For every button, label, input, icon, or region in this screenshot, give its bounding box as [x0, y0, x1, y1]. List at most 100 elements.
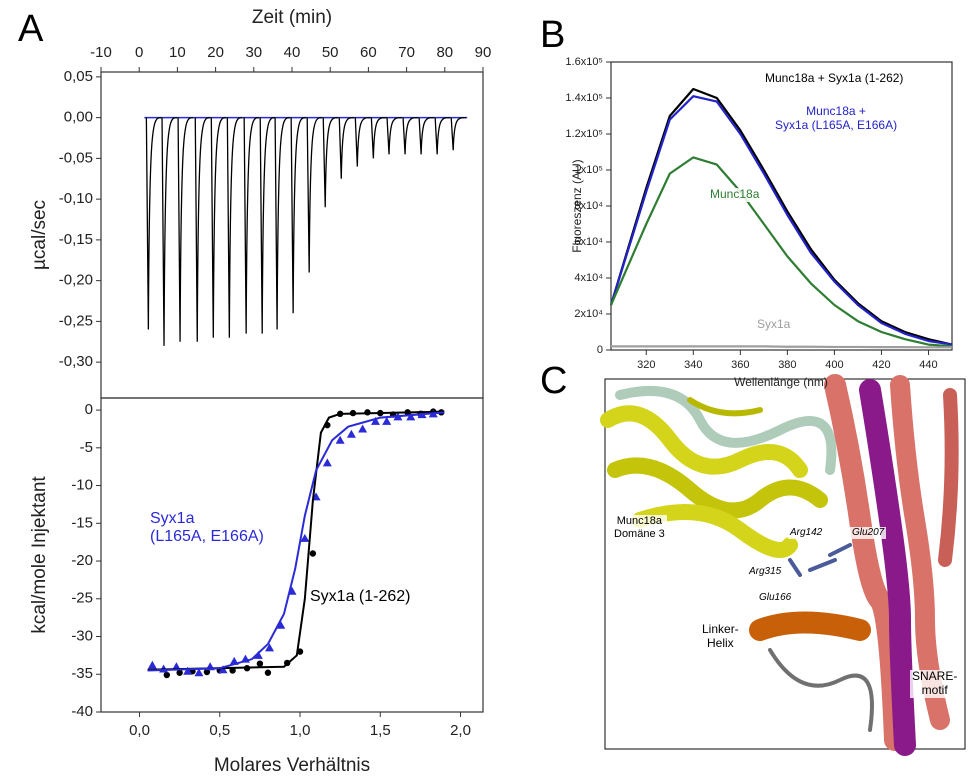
data-point [300, 533, 310, 542]
data-point [147, 660, 157, 669]
data-point [276, 620, 286, 629]
data-point [218, 665, 228, 674]
x-tick-label: 50 [322, 44, 339, 61]
series-label: Munc18a + Syx1a (L165A, E166A) [775, 104, 898, 133]
fit-line [147, 410, 445, 671]
y-axis-title: Fluoreszenz (AU) [570, 159, 584, 252]
y-tick-label: 1.2x10⁵ [565, 128, 603, 140]
spectrum-line [609, 156, 953, 348]
data-point [194, 668, 204, 677]
y-tick-label: -15 [71, 514, 93, 531]
structure-label: Arg315 [747, 566, 784, 578]
y-tick-label: 0,05 [64, 68, 93, 85]
data-point [253, 650, 263, 659]
plot-frame [100, 397, 484, 713]
data-point [382, 416, 392, 425]
data-point [256, 660, 264, 667]
y-tick-label: -35 [71, 665, 93, 682]
injection-peak [306, 116, 323, 273]
series-label: Munc18a [710, 187, 760, 202]
spectrum-line [609, 95, 953, 346]
y-tick-label: -0,20 [59, 272, 93, 289]
y-tick-label: -0,30 [59, 353, 93, 370]
y-tick-label: 4x10⁴ [574, 272, 603, 284]
y-tick-label: -0,10 [59, 190, 93, 207]
x-tick-label: 320 [637, 359, 655, 371]
series-label: Syx1a (L165A, E166A) [150, 510, 264, 546]
injection-peak [418, 116, 435, 155]
x-tick-label: 1,0 [290, 722, 311, 739]
y-axis-title: kcal/mole Injektant [29, 476, 50, 634]
injection-peak [434, 116, 451, 155]
x-tick-label: 340 [684, 359, 702, 371]
injection-peak [386, 116, 403, 155]
y-tick-label: 2x10⁴ [574, 308, 603, 320]
x-tick-label: 90 [475, 44, 492, 61]
y-tick-label: 1.4x10⁵ [565, 92, 603, 104]
structure-label: Arg142 [788, 527, 825, 539]
structure-label: Munc18a Domäne 3 [612, 515, 667, 541]
data-point [229, 667, 236, 674]
x-tick-label: 400 [825, 359, 843, 371]
y-tick-label: -10 [71, 477, 93, 494]
x-tick-label: 0,0 [129, 722, 150, 739]
spectrum-line [611, 345, 952, 349]
y-tick-label: -40 [71, 703, 93, 720]
y-tick-label: -0,15 [59, 231, 93, 248]
injection-peak [194, 116, 211, 342]
structure-label: SNARE- motif [910, 669, 960, 698]
x-tick-label: 360 [731, 359, 749, 371]
x-tick-label: 1,5 [370, 722, 391, 739]
x-tick-label: 60 [360, 44, 377, 61]
data-point [163, 671, 171, 679]
injection-peak [161, 116, 178, 346]
y-tick-label: -0,25 [59, 312, 93, 329]
y-tick-label: 8x10⁴ [574, 200, 603, 212]
data-point [183, 666, 193, 675]
x-tick-label: 20 [207, 44, 224, 61]
x-tick-label: 380 [778, 359, 796, 371]
panel-label: C [540, 360, 568, 402]
injection-peak [145, 116, 162, 330]
data-point [370, 416, 380, 425]
data-point [322, 458, 332, 467]
x-tick-label: 80 [436, 44, 453, 61]
x-tick-label: 440 [919, 359, 937, 371]
x-tick-label: 2,0 [450, 722, 471, 739]
y-tick-label: 0,00 [64, 109, 93, 126]
injection-peak [354, 116, 371, 167]
x-axis-title: Wellenlänge (nm) [734, 375, 828, 389]
x-tick-label: 40 [284, 44, 301, 61]
y-tick-label: 1.6x10⁵ [565, 56, 603, 68]
series-label: Syx1a [757, 317, 791, 331]
x-tick-label: 0,5 [209, 722, 230, 739]
injection-peak [274, 116, 291, 330]
y-tick-label: 6x10⁴ [574, 236, 603, 248]
injection-peak [210, 116, 227, 338]
data-point [406, 412, 416, 421]
x-tick-label: 0 [135, 44, 143, 61]
x-axis-title: Zeit (min) [252, 7, 332, 28]
data-point [358, 424, 368, 433]
series-label: Munc18a + Syx1a (1-262) [765, 71, 904, 86]
y-tick-label: -20 [71, 552, 93, 569]
y-tick-label: -30 [71, 627, 93, 644]
x-tick-label: 30 [245, 44, 262, 61]
data-point [176, 669, 183, 676]
structure-ribbons [600, 374, 959, 756]
y-axis-title: µcal/sec [29, 200, 50, 270]
y-tick-label: 0 [85, 401, 93, 418]
structure-label: Linker- Helix [700, 622, 741, 651]
injection-peak [243, 116, 260, 334]
series-label: Syx1a (1-262) [310, 588, 411, 605]
structure-label: Glu207 [850, 527, 887, 539]
y-tick-label: 0 [597, 344, 603, 356]
structure-label: Glu166 [757, 592, 794, 604]
x-tick-label: 420 [872, 359, 890, 371]
y-tick-label: -0,05 [59, 149, 93, 166]
injection-peak [290, 116, 307, 314]
injection-peak [226, 116, 243, 338]
y-tick-label: -5 [80, 439, 93, 456]
